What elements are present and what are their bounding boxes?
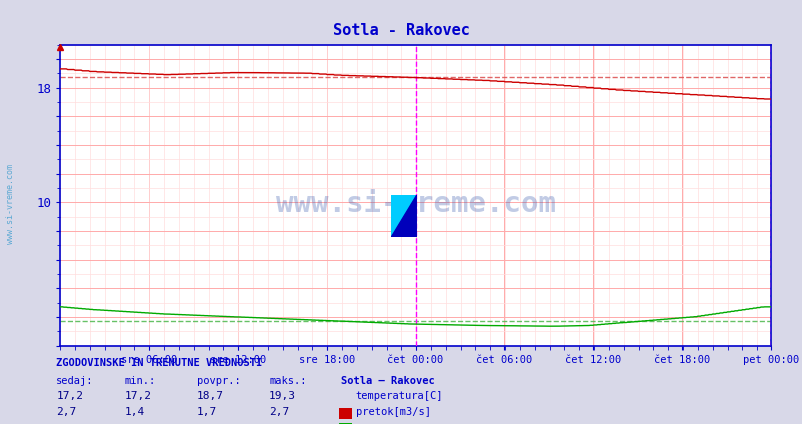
Text: 17,2: 17,2 bbox=[56, 391, 83, 402]
Text: povpr.:: povpr.: bbox=[196, 376, 240, 386]
Polygon shape bbox=[391, 195, 416, 237]
Text: temperatura[C]: temperatura[C] bbox=[355, 391, 443, 402]
Text: min.:: min.: bbox=[124, 376, 156, 386]
Text: Sotla – Rakovec: Sotla – Rakovec bbox=[341, 376, 435, 386]
Polygon shape bbox=[391, 195, 416, 237]
Text: 18,7: 18,7 bbox=[196, 391, 224, 402]
Text: 1,7: 1,7 bbox=[196, 407, 217, 417]
Text: maks.:: maks.: bbox=[269, 376, 306, 386]
Polygon shape bbox=[391, 195, 416, 237]
Text: 17,2: 17,2 bbox=[124, 391, 152, 402]
Text: Sotla - Rakovec: Sotla - Rakovec bbox=[333, 23, 469, 38]
Text: pretok[m3/s]: pretok[m3/s] bbox=[355, 407, 430, 417]
Text: www.si-vreme.com: www.si-vreme.com bbox=[6, 164, 15, 243]
Text: www.si-vreme.com: www.si-vreme.com bbox=[275, 190, 555, 218]
Text: 2,7: 2,7 bbox=[269, 407, 289, 417]
Text: ZGODOVINSKE IN TRENUTNE VREDNOSTI: ZGODOVINSKE IN TRENUTNE VREDNOSTI bbox=[56, 358, 262, 368]
Text: 1,4: 1,4 bbox=[124, 407, 144, 417]
Text: sedaj:: sedaj: bbox=[56, 376, 94, 386]
Text: 19,3: 19,3 bbox=[269, 391, 296, 402]
Text: 2,7: 2,7 bbox=[56, 407, 76, 417]
